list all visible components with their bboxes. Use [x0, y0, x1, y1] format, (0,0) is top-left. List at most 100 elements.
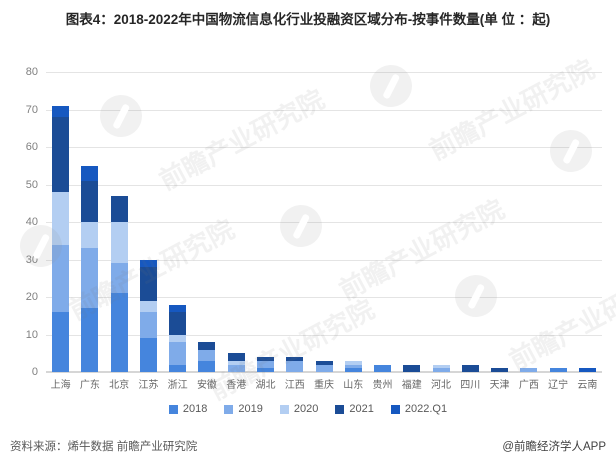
y-tick-label: 30	[25, 253, 38, 266]
bar-segment-2021	[52, 117, 70, 192]
x-tick-label: 江西	[284, 380, 305, 391]
bar-segment-2019	[81, 248, 99, 309]
bar-segment-2018	[169, 364, 187, 372]
x-tick-label: 山东	[343, 380, 364, 391]
gridline	[46, 334, 602, 336]
x-tick-label: 福建	[401, 380, 422, 391]
legend-item-2020: 2020	[279, 403, 319, 415]
bar-segment-2021	[198, 342, 216, 350]
legend-item-2018: 2018	[168, 403, 208, 415]
bar-segment-2021	[169, 312, 187, 335]
x-tick-label: 贵州	[372, 380, 393, 391]
bar-segment-2021	[403, 364, 421, 372]
legend-swatch	[279, 404, 289, 414]
gridline	[46, 259, 602, 261]
legend-item-2022.Q1: 2022.Q1	[390, 403, 448, 415]
bar-segment-2018	[374, 364, 392, 372]
x-tick-label: 湖北	[255, 380, 276, 391]
x-tick-label: 河北	[431, 380, 452, 391]
legend-swatch	[168, 404, 178, 414]
legend-swatch	[224, 404, 234, 414]
y-tick-label: 0	[31, 366, 38, 378]
bar-segment-2018	[198, 360, 216, 372]
y-tick-label: 70	[25, 103, 38, 116]
bar-segment-2021	[286, 357, 304, 361]
footer: 资料来源：烯牛数据 前瞻产业研究院 @前瞻经济学人APP	[0, 438, 616, 454]
x-tick-label: 重庆	[313, 380, 334, 391]
legend-label: 2022.Q1	[404, 403, 448, 415]
gridline	[46, 147, 602, 148]
x-tick-label: 云南	[577, 380, 598, 391]
gridline	[46, 297, 602, 298]
legend-swatch	[390, 404, 400, 414]
bar-segment-2018	[256, 368, 274, 372]
x-tick-label: 上海	[50, 380, 71, 391]
x-tick-label: 安徽	[196, 380, 217, 391]
legend-item-2019: 2019	[224, 403, 263, 415]
footer-source: 资料来源：烯牛数据 前瞻产业研究院	[10, 441, 198, 453]
bar-segment-2022.Q1	[52, 105, 70, 117]
bar-segment-2022.Q1	[169, 304, 187, 312]
bar-segment-2019	[344, 364, 362, 369]
bar-segment-2018	[344, 368, 362, 372]
x-tick-label: 辽宁	[548, 380, 569, 391]
bar-segment-2020	[139, 300, 157, 312]
bar-segment-2020	[344, 360, 362, 365]
footer-brand: @前瞻经济学人APP	[502, 441, 606, 453]
gridline	[46, 72, 602, 73]
bar-segment-2018	[81, 308, 99, 372]
bar-segment-2019	[286, 360, 304, 372]
y-axis-labels: 0 10 20 30 40 50 60 70 80	[8, 66, 38, 378]
legend: 2018 2019 2020 2021 2022.Q1	[0, 403, 616, 415]
bar-segment-2018	[52, 312, 70, 372]
bar-segment-2022.Q1	[81, 165, 99, 181]
bar-segment-2020	[52, 192, 70, 245]
y-tick-label: 80	[25, 66, 38, 78]
bar-segment-2019	[52, 244, 70, 312]
bar-segment-2018	[110, 293, 128, 372]
x-tick-label: 广西	[518, 380, 539, 391]
x-tick-label: 北京	[109, 380, 130, 391]
legend-label: 2021	[349, 403, 374, 415]
bar-segment-2022.Q1	[139, 259, 157, 267]
bar-segment-2019	[432, 368, 450, 372]
x-tick-label: 四川	[460, 380, 481, 391]
bar-segment-2019	[227, 364, 245, 372]
bar-segment-2019	[139, 312, 157, 339]
legend-label: 2018	[182, 403, 208, 415]
bar-segment-2021	[110, 195, 128, 222]
x-tick-label: 广东	[79, 380, 100, 391]
bar-segment-2020	[227, 360, 245, 365]
y-tick-label: 40	[25, 216, 38, 228]
legend-label: 2020	[293, 403, 319, 415]
bar-segment-2019	[169, 342, 187, 365]
x-tick-label: 香港	[226, 380, 247, 391]
y-tick-label: 10	[25, 328, 38, 341]
plot-area	[46, 72, 602, 373]
y-tick-label: 20	[25, 291, 38, 303]
x-tick-label: 江苏	[138, 380, 159, 391]
bar-segment-2021	[256, 357, 274, 361]
bar-segment-2021	[315, 360, 333, 365]
bar-segment-2021	[491, 368, 509, 372]
bar-segment-2020	[169, 334, 187, 342]
gridline	[46, 222, 602, 223]
bar-segment-2020	[432, 364, 450, 369]
bar-segment-2020	[81, 222, 99, 249]
legend-item-2021: 2021	[335, 403, 374, 415]
bar-segment-2019	[520, 368, 538, 372]
x-tick-label: 浙江	[167, 380, 188, 391]
x-axis-line	[46, 371, 602, 373]
bar-segment-2021	[461, 364, 479, 372]
x-tick-label: 天津	[489, 380, 510, 391]
bar-segment-2019	[315, 364, 333, 372]
legend-swatch	[335, 404, 345, 414]
y-tick-label: 50	[25, 178, 38, 191]
x-axis-labels: 上海 广东 北京 江苏 浙江 安徽 香港 湖北 江西 重庆 山东 贵州 福建 河北 四川 天津 广西 辽宁 云南	[46, 376, 602, 392]
y-tick-label: 60	[25, 141, 38, 153]
bar-segment-2018	[139, 338, 157, 372]
bar-segment-2021	[81, 180, 99, 222]
bar-segment-2021	[139, 267, 157, 301]
bar-segment-2019	[256, 360, 274, 369]
